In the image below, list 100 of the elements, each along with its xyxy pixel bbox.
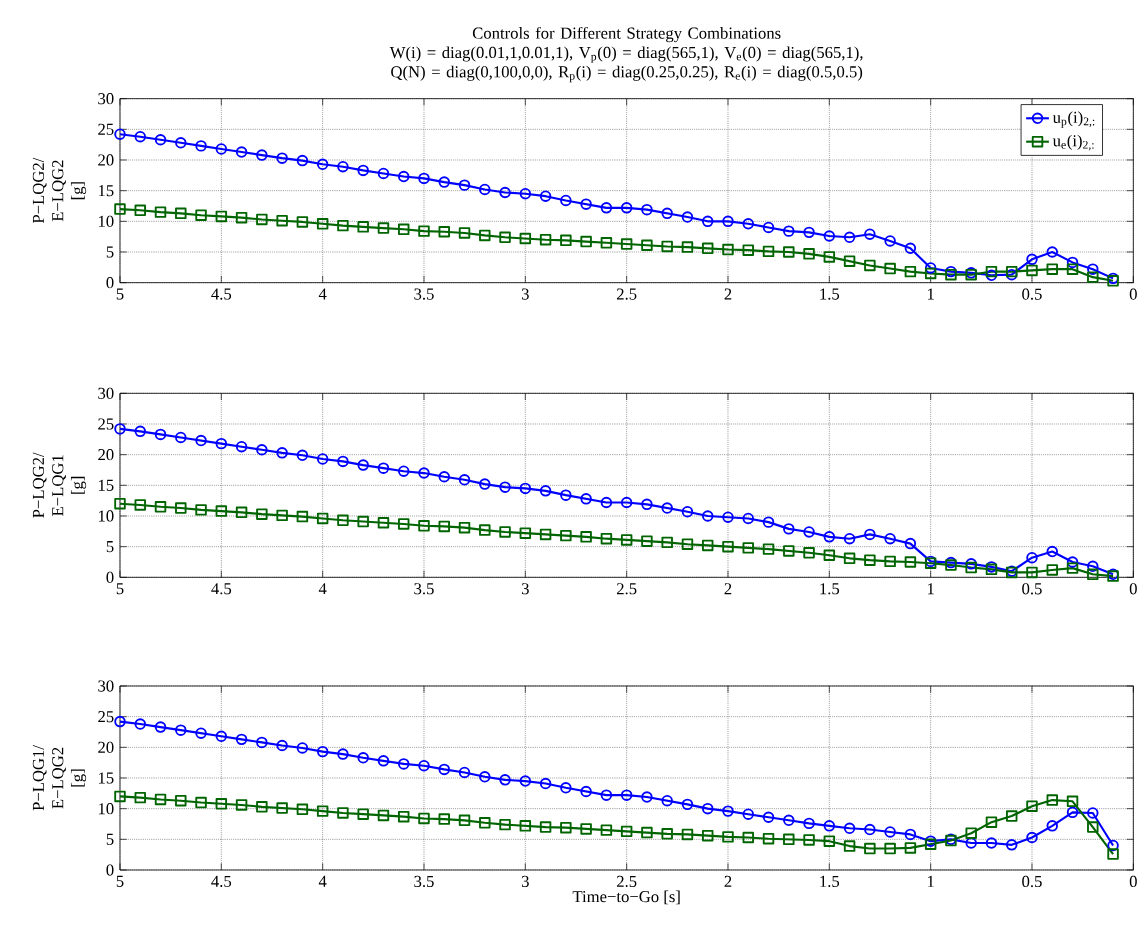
point — [215, 730, 228, 743]
point — [985, 269, 998, 282]
point — [600, 532, 613, 545]
point — [235, 211, 248, 224]
point — [276, 509, 288, 522]
x-tick-label: 4 — [318, 583, 327, 595]
point — [783, 814, 795, 827]
point — [134, 791, 146, 804]
point — [1005, 839, 1018, 851]
point — [620, 534, 633, 546]
point — [560, 489, 572, 501]
point — [377, 222, 390, 234]
point — [499, 186, 511, 199]
point — [175, 207, 187, 220]
point — [357, 164, 369, 177]
point — [438, 813, 450, 825]
point — [256, 444, 268, 456]
point — [661, 240, 673, 253]
point — [864, 228, 876, 240]
point — [823, 230, 836, 242]
point — [418, 812, 430, 825]
point — [641, 791, 653, 803]
point — [357, 459, 369, 471]
point — [701, 802, 714, 815]
point — [843, 532, 856, 545]
y-tick-label: 20 — [98, 741, 114, 753]
point — [337, 219, 349, 232]
x-tick-label: 1.5 — [820, 875, 840, 888]
point — [397, 810, 410, 823]
x-tick-label: 4 — [318, 875, 327, 887]
point — [397, 170, 410, 183]
point — [1046, 564, 1058, 576]
point — [661, 536, 673, 549]
point — [235, 733, 248, 746]
point — [884, 262, 896, 275]
point — [661, 828, 673, 840]
point — [620, 825, 633, 838]
point — [438, 763, 450, 776]
point — [296, 449, 309, 462]
point — [154, 721, 167, 733]
point — [904, 537, 917, 550]
point — [377, 809, 390, 822]
x-tick-label: 2.5 — [616, 288, 637, 300]
point — [701, 510, 714, 522]
y-tick-label: 20 — [98, 449, 114, 461]
point — [276, 214, 288, 227]
point — [742, 244, 754, 256]
point — [864, 823, 876, 836]
point — [884, 235, 896, 247]
point — [276, 447, 288, 459]
point — [256, 213, 268, 226]
point — [762, 832, 775, 845]
point — [114, 790, 126, 803]
x-tick-label: 2 — [724, 288, 732, 300]
point — [762, 543, 775, 555]
y-tick-label: 5 — [106, 246, 114, 258]
x-tick-label: 3 — [521, 583, 529, 595]
point — [1046, 820, 1058, 832]
x-tick-label: 3 — [521, 875, 529, 888]
point — [762, 811, 775, 823]
point — [1087, 821, 1099, 833]
point — [884, 842, 896, 855]
point — [215, 210, 228, 223]
point — [316, 218, 329, 230]
point — [681, 538, 694, 550]
point — [600, 824, 613, 836]
point — [357, 221, 369, 233]
point — [580, 785, 592, 798]
point — [1087, 568, 1099, 580]
point — [560, 234, 572, 247]
point — [783, 523, 795, 535]
point — [600, 202, 613, 214]
point — [377, 462, 390, 474]
point — [1107, 839, 1119, 852]
point — [519, 187, 532, 200]
point — [256, 508, 268, 520]
point — [641, 239, 653, 251]
y-tick-label: 25 — [98, 418, 114, 430]
point — [641, 826, 653, 839]
point — [418, 172, 430, 185]
point — [1005, 810, 1018, 822]
point — [357, 808, 369, 820]
point — [397, 465, 410, 477]
point — [316, 512, 329, 525]
x-tick-label: 4.5 — [211, 875, 232, 888]
x-tick-label: 2 — [724, 583, 732, 595]
point — [904, 556, 917, 568]
point — [215, 437, 228, 450]
point — [742, 831, 754, 844]
point — [235, 440, 248, 453]
point — [296, 154, 309, 167]
point — [256, 736, 268, 749]
point — [722, 805, 734, 817]
point — [215, 798, 228, 810]
point — [985, 265, 998, 278]
point — [418, 225, 430, 237]
point — [235, 799, 248, 811]
point — [134, 499, 146, 511]
point — [438, 471, 450, 483]
point — [479, 817, 491, 829]
